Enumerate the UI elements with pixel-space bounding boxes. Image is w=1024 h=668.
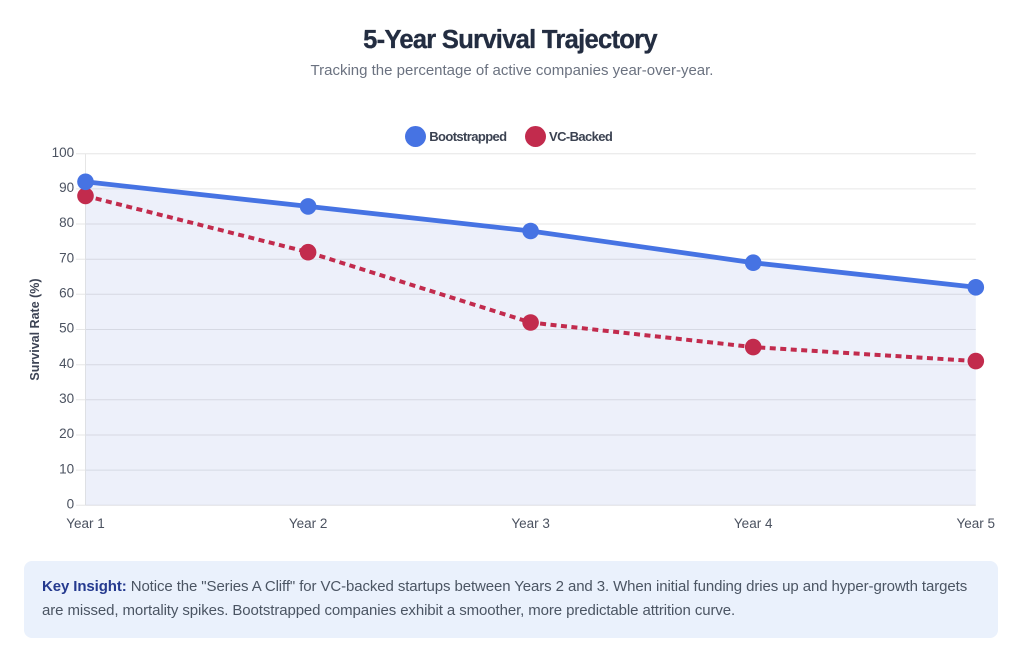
svg-text:30: 30 bbox=[59, 391, 74, 406]
svg-text:100: 100 bbox=[52, 145, 75, 160]
svg-text:Year 5: Year 5 bbox=[957, 516, 996, 531]
svg-text:90: 90 bbox=[59, 180, 74, 195]
svg-text:60: 60 bbox=[59, 286, 74, 301]
svg-text:50: 50 bbox=[59, 321, 74, 336]
svg-text:Year 2: Year 2 bbox=[289, 516, 328, 531]
svg-text:80: 80 bbox=[59, 215, 74, 230]
svg-text:Year 1: Year 1 bbox=[66, 516, 105, 531]
svg-text:10: 10 bbox=[59, 461, 74, 476]
svg-text:70: 70 bbox=[59, 250, 74, 265]
svg-text:Year 3: Year 3 bbox=[511, 516, 550, 531]
svg-text:Survival Rate (%): Survival Rate (%) bbox=[28, 278, 42, 380]
svg-text:Year 4: Year 4 bbox=[734, 516, 773, 531]
svg-text:0: 0 bbox=[67, 497, 75, 512]
svg-text:40: 40 bbox=[59, 356, 74, 371]
svg-text:20: 20 bbox=[59, 426, 74, 441]
